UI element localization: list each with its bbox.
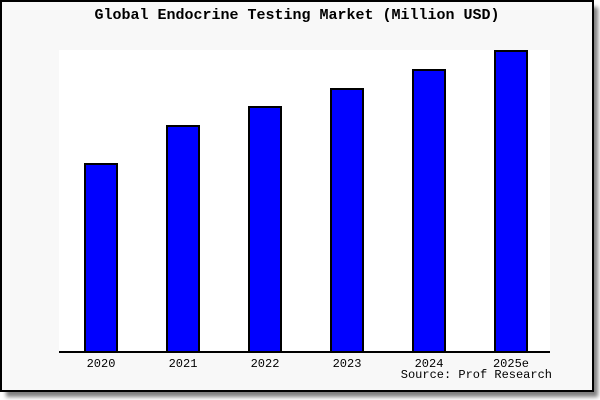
bar-2021: [166, 125, 200, 351]
plot-area: 2020 2021 2022 2023 2024 2025e: [59, 50, 550, 371]
xtick-label-2021: 2021: [168, 357, 198, 371]
chart-card: Global Endocrine Testing Market (Million…: [0, 0, 594, 392]
source-credit: Source: Prof Research: [400, 368, 552, 382]
bar-2022: [248, 106, 282, 351]
bar-2023: [330, 88, 364, 351]
bar-2020: [84, 163, 118, 351]
bar-2024: [412, 69, 446, 351]
xtick-label-2022: 2022: [250, 357, 280, 371]
chart-title: Global Endocrine Testing Market (Million…: [94, 7, 500, 24]
bar-2025e: [494, 50, 528, 351]
xtick-label-2024: 2024: [414, 357, 444, 371]
xtick-label-2025e: 2025e: [492, 357, 529, 371]
xtick-label-2020: 2020: [86, 357, 116, 371]
xtick-label-2023: 2023: [332, 357, 362, 371]
